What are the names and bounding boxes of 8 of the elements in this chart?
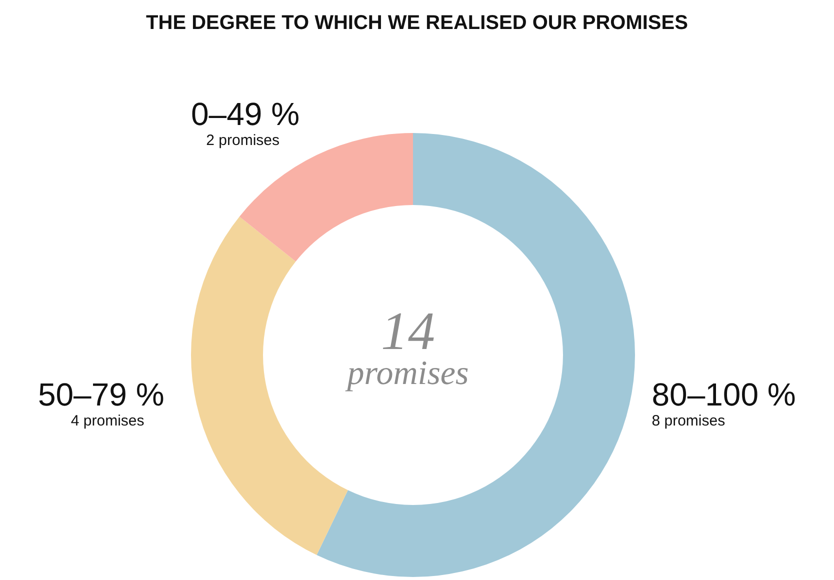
data-label: 4 promises [70, 412, 144, 430]
chart-title: THE DEGREE TO WHICH WE REALISED OUR PROMISES [145, 12, 689, 35]
slice-label: 80–100 % [652, 376, 796, 413]
data-label: 8 promises [652, 412, 726, 430]
slice-label: 50–79 % [38, 376, 164, 413]
data-label: 2 promises [206, 132, 280, 149]
slice-label: 0–49 % [191, 96, 300, 132]
donut-slice [316, 133, 635, 577]
